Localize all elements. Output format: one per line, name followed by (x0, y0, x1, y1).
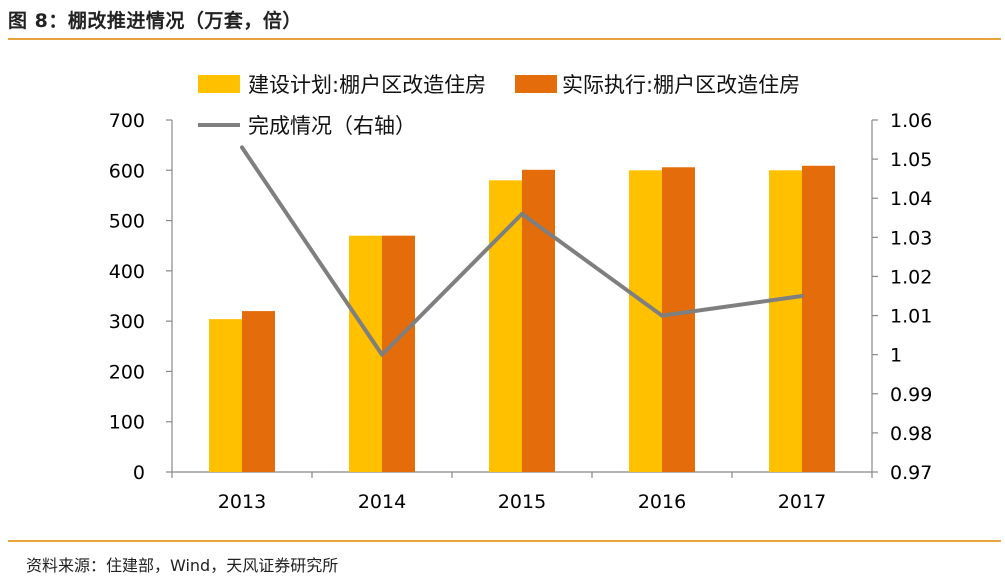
bar-planned (769, 170, 802, 473)
legend-swatch-planned (198, 75, 240, 93)
bar-actual (242, 311, 275, 472)
bar-planned (629, 170, 662, 473)
y-right-tick-label: 1 (890, 345, 902, 367)
y-right-tick-label: 1.04 (890, 188, 932, 210)
y-left-tick-label: 400 (109, 261, 145, 283)
legend: 建设计划:棚户区改造住房 实际执行:棚户区改造住房 完成情况（右轴） (198, 73, 800, 138)
bar-actual (662, 167, 695, 473)
y-left-tick-label: 300 (109, 311, 145, 333)
y-right-tick-label: 1.02 (890, 266, 932, 288)
y-left-tick-label: 600 (109, 160, 145, 182)
y-right-tick-label: 1.06 (890, 110, 932, 132)
legend-swatch-actual (515, 75, 557, 93)
line-ratio-point (800, 294, 804, 298)
y-left-tick-label: 700 (109, 110, 145, 132)
y-right-tick-label: 0.97 (890, 462, 932, 484)
source-note: 资料来源：住建部，Wind，天风证券研究所 (26, 556, 339, 575)
legend-label-actual: 实际执行:棚户区改造住房 (562, 73, 800, 97)
x-tick-label: 2015 (498, 491, 546, 513)
legend-label-planned: 建设计划:棚户区改造住房 (248, 73, 486, 97)
bar-actual (382, 235, 415, 472)
line-ratio-point (380, 352, 384, 357)
y-left-tick-label: 500 (109, 211, 145, 233)
y-left-tick-label: 100 (109, 412, 145, 434)
y-right-tick-label: 0.99 (890, 384, 932, 406)
y-left-tick-label: 0 (133, 462, 145, 484)
line-ratio-point (240, 145, 244, 150)
x-tick-label: 2017 (778, 491, 826, 513)
x-tick-label: 2016 (638, 491, 686, 513)
line-ratio-point (520, 211, 524, 216)
bar-planned (489, 180, 522, 473)
y-right-tick-label: 0.98 (890, 423, 932, 445)
y-right-tick-label: 1.03 (890, 227, 932, 249)
x-tick-label: 2014 (358, 491, 406, 513)
bar-planned (209, 319, 242, 472)
figure-title: 图 8：棚改推进情况（万套，倍） (8, 10, 302, 32)
line-ratio-point (660, 313, 664, 318)
bar-actual (802, 165, 835, 472)
y-right-tick-label: 1.01 (890, 306, 932, 328)
bottom-rule (8, 540, 1001, 542)
y-right-tick-label: 1.05 (890, 149, 932, 171)
y-left-tick-label: 200 (109, 361, 145, 383)
legend-label-ratio: 完成情况（右轴） (248, 114, 416, 138)
bar-planned (349, 235, 382, 472)
x-tick-label: 2013 (218, 491, 266, 513)
top-rule (8, 38, 1001, 40)
